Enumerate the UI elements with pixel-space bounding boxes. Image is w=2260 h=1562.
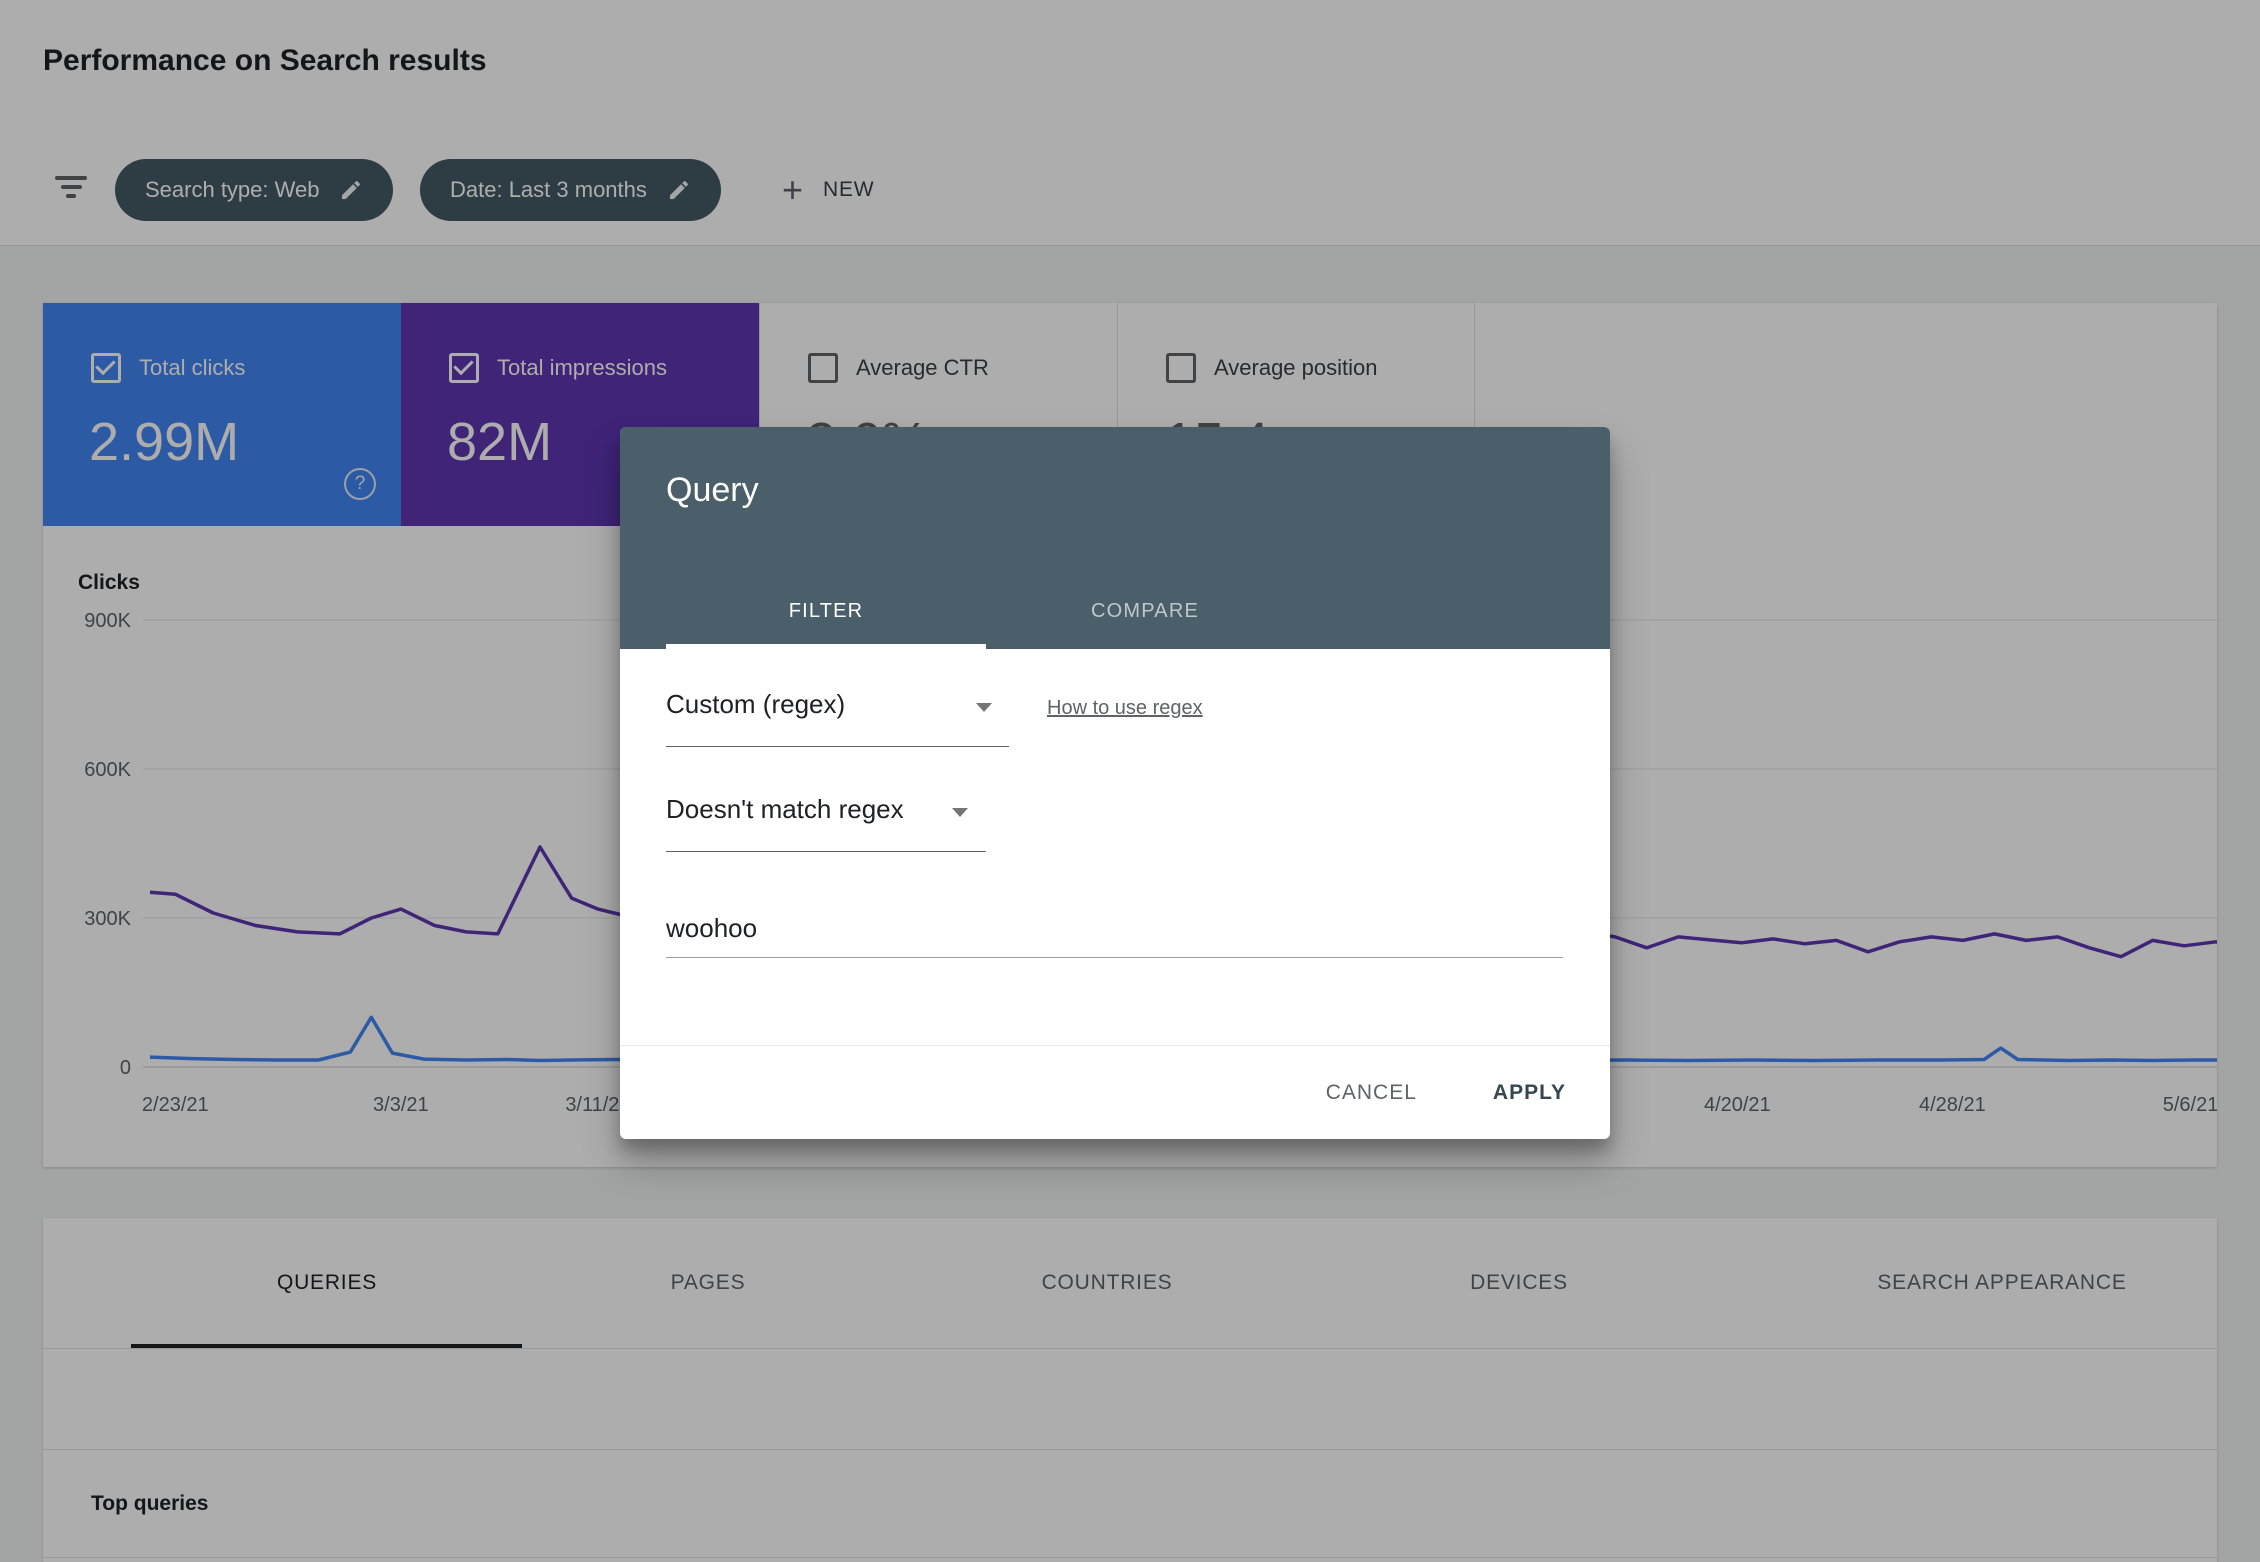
table-filter-row (43, 1349, 2217, 1450)
tab-search-appearance[interactable]: SEARCH APPEARANCE (1877, 1271, 2127, 1294)
dimensions-table-card: QUERIES PAGES COUNTRIES DEVICES SEARCH A… (43, 1218, 2217, 1562)
new-filter-button[interactable]: + NEW (772, 159, 884, 221)
date-range-chip-label: Date: Last 3 months (450, 177, 647, 202)
page-title: Performance on Search results (43, 44, 487, 77)
tab-countries[interactable]: COUNTRIES (1041, 1271, 1173, 1294)
regex-value-input[interactable] (666, 899, 1563, 958)
dialog-title: Query (666, 471, 759, 509)
help-icon[interactable]: ? (344, 468, 376, 500)
filter-type-select[interactable]: Custom (regex) (666, 689, 1009, 747)
plus-icon: + (782, 169, 804, 210)
top-queries-header: Top queries (91, 1492, 209, 1515)
tab-pages[interactable]: PAGES (670, 1271, 746, 1294)
total-impressions-checkbox[interactable] (449, 353, 479, 383)
dropdown-arrow-icon (976, 703, 992, 712)
dialog-active-tab-underline (666, 644, 986, 649)
apply-button[interactable]: APPLY (1487, 1071, 1572, 1115)
average-ctr-checkbox[interactable] (808, 353, 838, 383)
dialog-tab-compare[interactable]: COMPARE (1090, 600, 1200, 622)
search-type-chip[interactable]: Search type: Web (115, 159, 394, 221)
app-header: Performance on Search results (0, 0, 2260, 123)
query-filter-dialog: Query FILTER COMPARE Custom (regex) How … (620, 427, 1610, 1139)
table-header-row: Top queries (43, 1450, 2217, 1558)
regex-help-link[interactable]: How to use regex (1047, 697, 1203, 719)
match-type-select[interactable]: Doesn't match regex (666, 794, 986, 852)
edit-icon[interactable] (339, 178, 363, 202)
metric-label: Total clicks (139, 355, 246, 380)
search-type-chip-label: Search type: Web (145, 177, 320, 202)
dialog-tab-filter[interactable]: FILTER (788, 600, 864, 622)
metric-card-total-clicks[interactable]: Total clicks 2.99M ? (43, 303, 401, 526)
dropdown-arrow-icon (952, 808, 968, 817)
edit-icon[interactable] (667, 178, 691, 202)
filter-list-icon[interactable] (52, 176, 90, 202)
active-tab-underline (131, 1344, 522, 1348)
metric-value: 82M (447, 412, 553, 472)
metric-label: Average CTR (856, 355, 989, 380)
metric-label: Average position (1214, 355, 1378, 380)
chart-axis-title: Clicks (78, 571, 140, 594)
filter-type-value: Custom (regex) (666, 689, 846, 719)
cancel-button[interactable]: CANCEL (1320, 1071, 1423, 1115)
metric-value: 2.99M (89, 412, 240, 472)
filter-bar: Search type: Web Date: Last 3 months + N… (0, 122, 2260, 246)
metric-label: Total impressions (497, 355, 667, 380)
dialog-header: Query FILTER COMPARE (620, 427, 1610, 649)
new-filter-label: NEW (823, 178, 875, 201)
average-position-checkbox[interactable] (1166, 353, 1196, 383)
total-clicks-checkbox[interactable] (91, 353, 121, 383)
date-range-chip[interactable]: Date: Last 3 months (420, 159, 721, 221)
tab-queries[interactable]: QUERIES (276, 1271, 378, 1294)
match-type-value: Doesn't match regex (666, 794, 904, 824)
dialog-actions: CANCEL APPLY (620, 1045, 1610, 1139)
dimension-tabs: QUERIES PAGES COUNTRIES DEVICES SEARCH A… (43, 1218, 2217, 1349)
tab-devices[interactable]: DEVICES (1470, 1271, 1568, 1294)
